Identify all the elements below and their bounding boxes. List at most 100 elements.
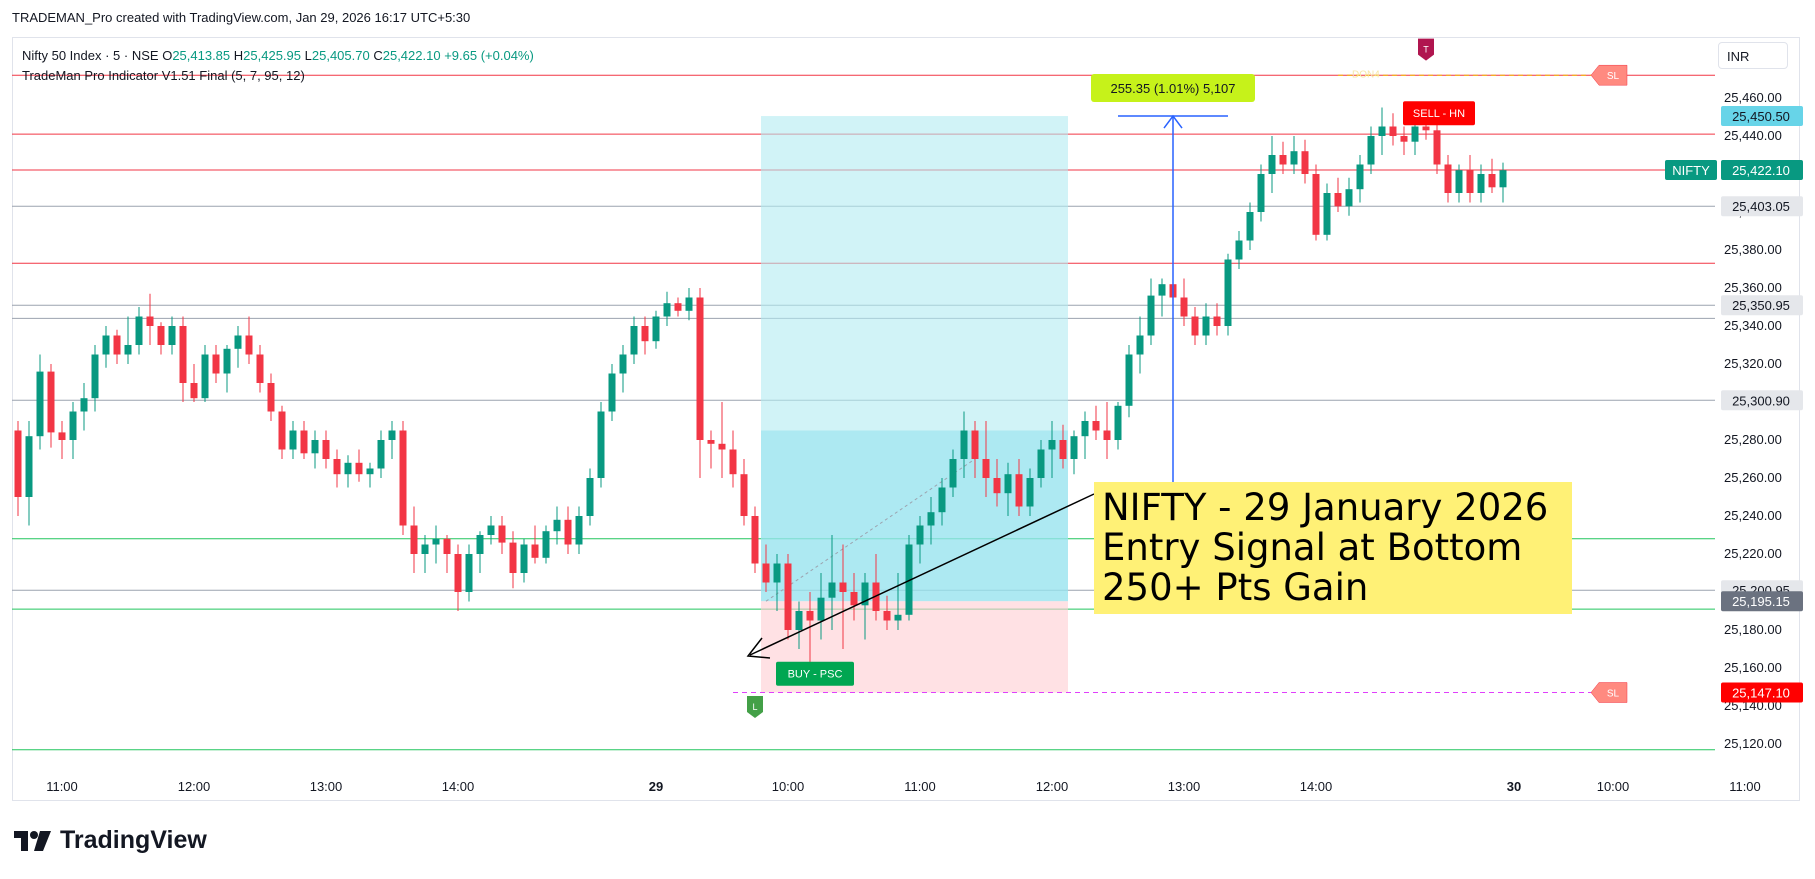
low-label: L (304, 48, 312, 63)
sell-signal-label: SELL - HN (1413, 108, 1465, 120)
y-tick-label: 25,280.00 (1724, 432, 1782, 447)
candle-body (1158, 284, 1166, 296)
candle-body (619, 354, 627, 374)
candle-body (300, 430, 308, 454)
y-tick-label: 25,120.00 (1724, 736, 1782, 751)
open-value: 25,413.85 (172, 48, 231, 63)
price-label: 25,350.95 (1732, 298, 1790, 313)
candle-body (377, 440, 385, 469)
candle-body (146, 316, 154, 326)
candle-body (586, 478, 594, 516)
candle-body (1455, 170, 1463, 193)
candle-body (1081, 421, 1089, 437)
candle-body (278, 411, 286, 450)
target-zone (761, 116, 1068, 602)
sell-signal-box (1403, 101, 1475, 126)
candle-body (1257, 174, 1265, 212)
y-tick-label: 25,240.00 (1724, 508, 1782, 523)
stop-loss-marker (1590, 682, 1628, 703)
candle-body (443, 538, 451, 554)
candle-body (1290, 151, 1298, 165)
candle-body (190, 383, 198, 399)
symbol-tag-box (1665, 160, 1717, 181)
stop-loss-label: SL (1607, 71, 1620, 82)
candle-body (1411, 126, 1419, 142)
signal-marker (747, 696, 763, 718)
candle-body (333, 459, 341, 475)
price-label-box (1721, 591, 1803, 612)
candle-body (938, 487, 946, 513)
candle-body (839, 582, 847, 592)
y-tick-label: 25,380.00 (1724, 242, 1782, 257)
candle-body (1477, 174, 1485, 193)
x-tick-label: 14:00 (442, 779, 475, 794)
candle-body (212, 354, 220, 374)
candle-body (201, 354, 209, 399)
candle-body (168, 326, 176, 345)
y-tick-label: 25,160.00 (1724, 660, 1782, 675)
symbol-label[interactable]: Nifty 50 Index · 5 · NSE (22, 48, 159, 63)
candle-body (608, 373, 616, 412)
candle-body (916, 525, 924, 545)
candle-body (267, 383, 275, 412)
currency-button[interactable]: INR (1718, 42, 1788, 69)
candle-body (1103, 430, 1111, 440)
price-label: 25,147.10 (1732, 686, 1790, 701)
candle-body (1323, 193, 1331, 235)
candle-body (487, 525, 495, 535)
candle-body (762, 563, 770, 583)
x-tick-label: 13:00 (1168, 779, 1201, 794)
candle-body (179, 326, 187, 383)
candle-body (223, 348, 231, 374)
candle-body (465, 554, 473, 592)
candle-body (927, 512, 935, 526)
candle-body (432, 538, 440, 545)
low-value: 25,405.70 (311, 48, 370, 63)
indicator-label[interactable]: TradeMan Pro Indicator V1.51 Final (5, 7… (22, 68, 305, 83)
candle-body (102, 335, 110, 355)
candle-body (883, 611, 891, 621)
candle-body (135, 316, 143, 345)
annotation-callout: NIFTY - 29 January 2026 Entry Signal at … (1094, 482, 1572, 614)
candle-body (982, 459, 990, 478)
price-label-box (1721, 390, 1803, 411)
candle-body (509, 542, 517, 573)
faded-signal-label: DON4 (1352, 69, 1380, 80)
candle-body (1246, 212, 1254, 241)
candle-body (113, 335, 121, 355)
candle-body (1004, 474, 1012, 494)
candle-body (1114, 405, 1122, 440)
candle-body (1356, 164, 1364, 190)
candle-body (1367, 136, 1375, 165)
candle-body (1059, 440, 1067, 459)
buy-signal-box (776, 661, 854, 686)
candle-body (894, 614, 902, 621)
y-tick-label: 25,340.00 (1724, 318, 1782, 333)
candle-body (1125, 354, 1133, 406)
buy-signal-label: BUY - PSC (788, 669, 843, 681)
candle-body (91, 354, 99, 399)
price-label: 25,300.90 (1732, 393, 1790, 408)
high-value: 25,425.95 (243, 48, 302, 63)
candle-body (25, 436, 33, 497)
candle-body (58, 432, 66, 440)
candle-body (69, 411, 77, 440)
profit-zone (761, 430, 1068, 602)
entry-path-line (765, 458, 976, 602)
candle-body (696, 297, 704, 440)
price-label-box (1721, 196, 1803, 217)
candle-body (828, 582, 836, 598)
candle-body (1389, 126, 1397, 136)
close-value: 25,422.10 (382, 48, 441, 63)
candle-body (993, 478, 1001, 494)
candle-body (718, 443, 726, 450)
open-label: O (162, 48, 173, 63)
tradingview-logo[interactable]: TradingView (14, 826, 207, 855)
candle-body (322, 440, 330, 459)
y-tick-label: 25,320.00 (1724, 356, 1782, 371)
candle-body (289, 430, 297, 450)
signal-marker (1418, 38, 1434, 61)
candle-body (476, 535, 484, 554)
candle-body (498, 525, 506, 543)
